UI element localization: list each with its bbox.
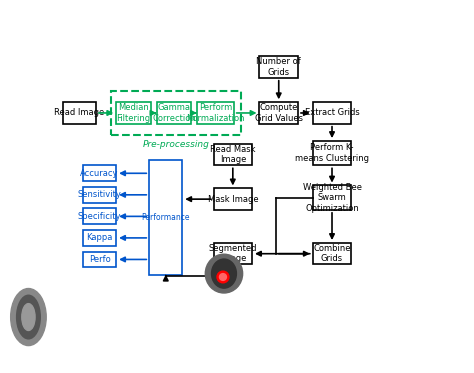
Ellipse shape [10, 289, 46, 345]
FancyBboxPatch shape [259, 102, 298, 124]
Text: Pre-processing: Pre-processing [143, 140, 210, 150]
Text: Segmented
Image: Segmented Image [209, 244, 257, 263]
FancyBboxPatch shape [213, 188, 252, 210]
FancyBboxPatch shape [313, 243, 351, 264]
Text: Number of
Grids: Number of Grids [256, 57, 301, 77]
Text: Specificity: Specificity [78, 212, 121, 221]
FancyBboxPatch shape [197, 102, 234, 124]
FancyBboxPatch shape [83, 165, 116, 181]
FancyBboxPatch shape [213, 144, 252, 165]
Text: Extract Grids: Extract Grids [305, 109, 359, 117]
Text: Sensitivity: Sensitivity [78, 190, 122, 199]
Ellipse shape [211, 259, 237, 288]
Circle shape [217, 271, 229, 283]
Text: Read Mask
Image: Read Mask Image [210, 145, 255, 164]
Text: Perform K-
means Clustering: Perform K- means Clustering [295, 144, 369, 163]
Circle shape [219, 274, 227, 280]
Ellipse shape [215, 339, 233, 354]
Text: Compute
Grid Values: Compute Grid Values [255, 103, 303, 123]
Text: Gamma
Correction: Gamma Correction [152, 103, 196, 123]
Text: Median
Filtering: Median Filtering [117, 103, 151, 123]
FancyBboxPatch shape [149, 160, 182, 275]
Text: Combine
Grids: Combine Grids [313, 244, 351, 263]
FancyBboxPatch shape [313, 141, 351, 165]
FancyBboxPatch shape [83, 251, 116, 267]
FancyBboxPatch shape [116, 102, 151, 124]
Text: Mask Image: Mask Image [208, 195, 258, 204]
Text: Accuracy: Accuracy [81, 169, 119, 178]
FancyBboxPatch shape [313, 185, 351, 210]
FancyBboxPatch shape [156, 102, 191, 124]
Ellipse shape [205, 254, 243, 293]
Ellipse shape [17, 295, 40, 339]
Text: Performance: Performance [142, 213, 190, 222]
Ellipse shape [22, 304, 35, 330]
Text: Kappa: Kappa [86, 233, 113, 242]
FancyBboxPatch shape [83, 209, 116, 224]
Text: Weighted Bee
Swarm
Optimization: Weighted Bee Swarm Optimization [302, 183, 362, 213]
FancyBboxPatch shape [83, 230, 116, 246]
Text: Perform
Normalization: Perform Normalization [186, 103, 245, 123]
FancyBboxPatch shape [83, 187, 116, 203]
FancyBboxPatch shape [259, 56, 298, 78]
FancyBboxPatch shape [213, 243, 252, 264]
FancyBboxPatch shape [313, 102, 351, 124]
FancyBboxPatch shape [63, 102, 96, 124]
Text: Read Image: Read Image [55, 109, 105, 117]
Text: Perfo: Perfo [89, 255, 110, 264]
